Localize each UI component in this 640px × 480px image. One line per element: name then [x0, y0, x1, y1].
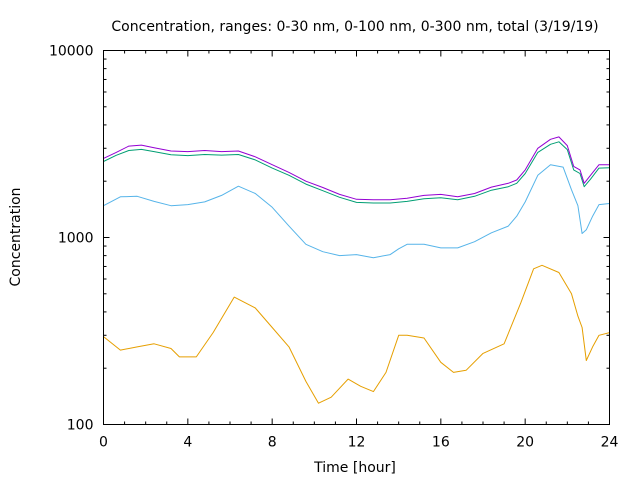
x-tick-label: 8: [268, 435, 277, 451]
x-tick-label: 24: [601, 435, 619, 451]
x-axis-label: Time [hour]: [313, 460, 396, 476]
series-line-4: [103, 136, 610, 201]
x-tick-label: 12: [348, 435, 366, 451]
x-tick-label: 16: [432, 435, 450, 451]
series-line-1: [103, 264, 610, 404]
x-tick-label: 0: [99, 435, 108, 451]
x-tick-label: 4: [183, 435, 192, 451]
series-layer: [103, 136, 610, 404]
chart-title: Concentration, ranges: 0-30 nm, 0-100 nm…: [111, 19, 598, 35]
y-tick-label: 10000: [49, 44, 94, 60]
x-tick-label: 20: [516, 435, 534, 451]
series-line-2: [103, 164, 610, 259]
y-axis-label: Concentration: [8, 187, 24, 286]
y-tick-label: 100: [67, 418, 94, 434]
y-tick-label: 1000: [58, 231, 94, 247]
series-line-3: [103, 141, 610, 204]
tick-layer: 0 4 8 12 16 20 24 100 1000 10000: [49, 44, 619, 451]
plot-frame: [103, 50, 610, 425]
